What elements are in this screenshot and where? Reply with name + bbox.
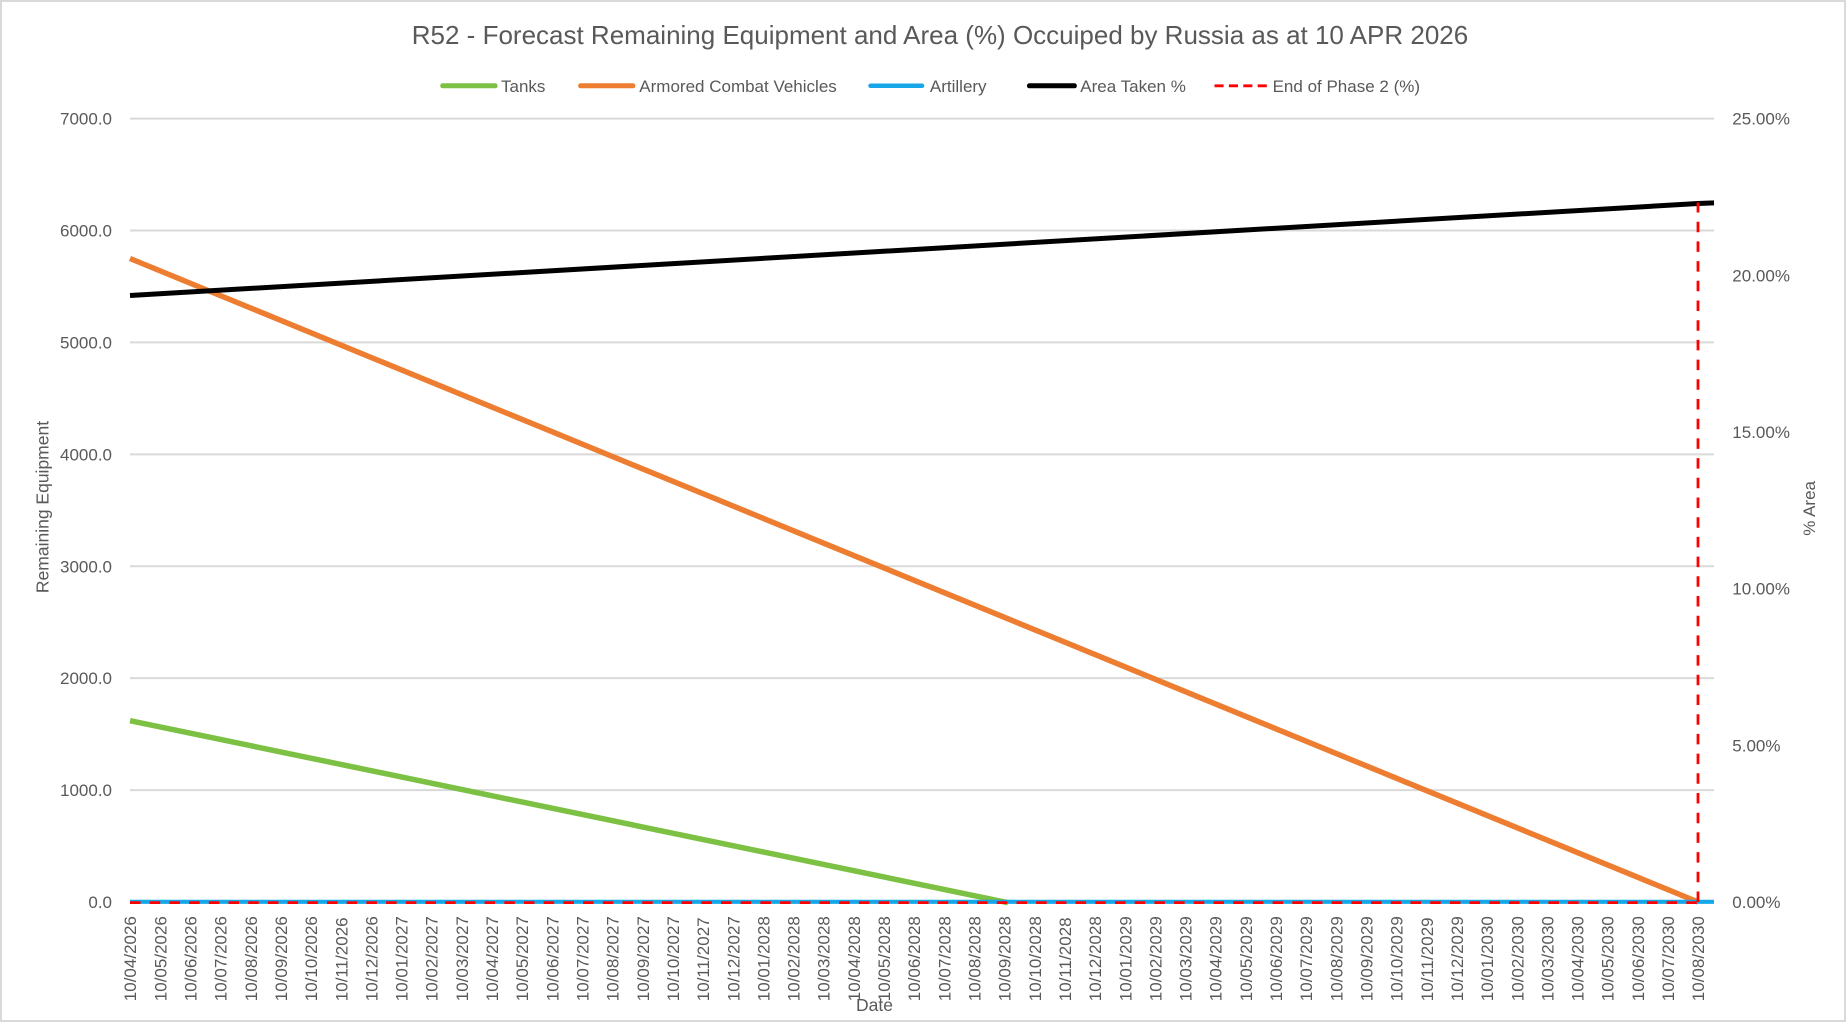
- svg-text:10/07/2030: 10/07/2030: [1659, 916, 1678, 1001]
- svg-text:10/12/2028: 10/12/2028: [1086, 916, 1105, 1001]
- svg-text:10/09/2026: 10/09/2026: [272, 916, 291, 1001]
- svg-text:0.00%: 0.00%: [1732, 893, 1780, 912]
- svg-text:10/05/2026: 10/05/2026: [151, 916, 170, 1001]
- svg-text:2000.0: 2000.0: [60, 669, 112, 688]
- svg-text:10/01/2029: 10/01/2029: [1116, 916, 1135, 1001]
- svg-text:10/11/2027: 10/11/2027: [694, 917, 713, 1001]
- svg-text:10/05/2027: 10/05/2027: [513, 916, 532, 1001]
- svg-text:10/12/2029: 10/12/2029: [1448, 916, 1467, 1001]
- svg-text:10/05/2029: 10/05/2029: [1237, 916, 1256, 1001]
- svg-text:10/10/2029: 10/10/2029: [1388, 916, 1407, 1001]
- svg-text:0.0: 0.0: [88, 893, 112, 912]
- svg-text:10/05/2028: 10/05/2028: [875, 916, 894, 1001]
- svg-text:4000.0: 4000.0: [60, 445, 112, 464]
- svg-text:6000.0: 6000.0: [60, 222, 112, 241]
- svg-text:10/06/2026: 10/06/2026: [182, 916, 201, 1001]
- svg-text:10/09/2028: 10/09/2028: [996, 916, 1015, 1001]
- svg-text:10/03/2030: 10/03/2030: [1538, 916, 1557, 1001]
- svg-text:20.00%: 20.00%: [1732, 266, 1790, 285]
- svg-text:10/04/2028: 10/04/2028: [845, 916, 864, 1001]
- svg-text:Armored Combat Vehicles: Armored Combat Vehicles: [639, 77, 836, 96]
- svg-text:10/02/2027: 10/02/2027: [423, 916, 442, 1001]
- svg-text:10/03/2028: 10/03/2028: [815, 916, 834, 1001]
- svg-text:10/10/2026: 10/10/2026: [302, 916, 321, 1001]
- svg-text:10/04/2030: 10/04/2030: [1569, 916, 1588, 1001]
- svg-text:Artillery: Artillery: [930, 77, 987, 96]
- svg-text:R52 - Forecast Remaining Equip: R52 - Forecast Remaining Equipment and A…: [412, 20, 1468, 50]
- svg-text:Remaining Equipment: Remaining Equipment: [33, 421, 53, 593]
- svg-text:Date: Date: [856, 995, 893, 1015]
- svg-text:10/12/2026: 10/12/2026: [362, 916, 381, 1001]
- svg-text:15.00%: 15.00%: [1732, 423, 1790, 442]
- svg-text:10/04/2027: 10/04/2027: [483, 916, 502, 1001]
- svg-text:End of Phase 2 (%): End of Phase 2 (%): [1273, 77, 1420, 96]
- svg-text:10/03/2027: 10/03/2027: [453, 916, 472, 1001]
- svg-text:5.00%: 5.00%: [1732, 736, 1780, 755]
- svg-text:10/11/2029: 10/11/2029: [1418, 917, 1437, 1001]
- svg-text:25.00%: 25.00%: [1732, 110, 1790, 129]
- svg-text:10/02/2030: 10/02/2030: [1508, 916, 1527, 1001]
- svg-text:10/08/2028: 10/08/2028: [966, 916, 985, 1001]
- svg-text:10/03/2029: 10/03/2029: [1177, 916, 1196, 1001]
- svg-text:10/08/2027: 10/08/2027: [604, 916, 623, 1001]
- svg-text:10/08/2029: 10/08/2029: [1327, 916, 1346, 1001]
- svg-text:10/01/2030: 10/01/2030: [1478, 916, 1497, 1001]
- svg-text:10/11/2026: 10/11/2026: [332, 917, 351, 1001]
- svg-text:10/02/2029: 10/02/2029: [1146, 916, 1165, 1001]
- svg-text:5000.0: 5000.0: [60, 333, 112, 352]
- svg-text:10/05/2030: 10/05/2030: [1599, 916, 1618, 1001]
- svg-text:Area Taken %: Area Taken %: [1080, 77, 1186, 96]
- svg-text:10/06/2027: 10/06/2027: [543, 916, 562, 1001]
- svg-text:10/07/2029: 10/07/2029: [1297, 916, 1316, 1001]
- svg-text:10/07/2027: 10/07/2027: [574, 916, 593, 1001]
- svg-text:1000.0: 1000.0: [60, 781, 112, 800]
- svg-text:10/01/2028: 10/01/2028: [754, 916, 773, 1001]
- svg-text:10/10/2027: 10/10/2027: [664, 916, 683, 1001]
- svg-text:10/10/2028: 10/10/2028: [1026, 916, 1045, 1001]
- svg-text:10.00%: 10.00%: [1732, 580, 1790, 599]
- svg-text:10/07/2028: 10/07/2028: [935, 916, 954, 1001]
- svg-text:7000.0: 7000.0: [60, 110, 112, 129]
- svg-text:10/04/2029: 10/04/2029: [1207, 916, 1226, 1001]
- svg-text:10/02/2028: 10/02/2028: [785, 916, 804, 1001]
- svg-text:10/09/2027: 10/09/2027: [634, 916, 653, 1001]
- svg-text:% Area: % Area: [1800, 480, 1819, 535]
- svg-text:Tanks: Tanks: [501, 77, 545, 96]
- svg-text:10/08/2030: 10/08/2030: [1689, 916, 1708, 1001]
- svg-text:10/11/2028: 10/11/2028: [1056, 917, 1075, 1001]
- svg-text:10/06/2029: 10/06/2029: [1267, 916, 1286, 1001]
- svg-text:10/06/2030: 10/06/2030: [1629, 916, 1648, 1001]
- svg-text:10/01/2027: 10/01/2027: [393, 916, 412, 1001]
- svg-text:10/08/2026: 10/08/2026: [242, 916, 261, 1001]
- svg-text:10/04/2026: 10/04/2026: [121, 916, 140, 1001]
- svg-text:10/12/2027: 10/12/2027: [724, 916, 743, 1001]
- svg-text:10/09/2029: 10/09/2029: [1358, 916, 1377, 1001]
- svg-text:10/06/2028: 10/06/2028: [905, 916, 924, 1001]
- svg-text:10/07/2026: 10/07/2026: [212, 916, 231, 1001]
- svg-text:3000.0: 3000.0: [60, 557, 112, 576]
